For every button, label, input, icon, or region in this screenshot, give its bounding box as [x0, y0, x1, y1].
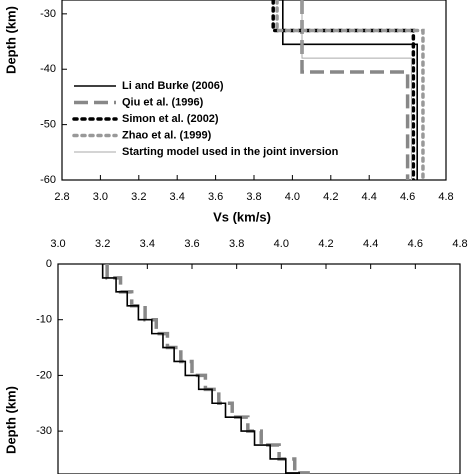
x-tick-label: 4.8 [438, 191, 453, 203]
x-tick-label: 3.6 [184, 238, 199, 250]
y-tick-label: -30 [36, 425, 52, 437]
y-tick-label: 0 [46, 258, 52, 270]
x-tick-label: 3.4 [140, 238, 155, 250]
plot-frame [57, 263, 461, 474]
x-tick-label: 4.6 [408, 238, 423, 250]
profile-line [301, 0, 412, 180]
x-tick-label: 3.8 [229, 238, 244, 250]
x-tick-label: 3.2 [131, 191, 146, 203]
x-tick-label: 3.0 [50, 238, 65, 250]
y-tick-label: -20 [36, 369, 52, 381]
x-tick-label: 4.4 [362, 191, 377, 203]
profile-line [281, 0, 419, 180]
y-tick-label: -10 [36, 314, 52, 326]
profile-line [105, 264, 310, 474]
profile-line [101, 264, 301, 474]
y-tick-label: -40 [40, 63, 56, 75]
x-tick-label: 4.6 [400, 191, 415, 203]
x-tick-label: 3.4 [170, 191, 185, 203]
x-tick-label: 3.2 [95, 238, 110, 250]
legend-label: Li and Burke (2006) [122, 80, 224, 92]
y-tick-label: -50 [40, 119, 56, 131]
plot-area [271, 0, 425, 180]
legend-label: Simon et al. (2002) [122, 113, 219, 125]
x-tick-label: 3.8 [246, 191, 261, 203]
y-axis-label: Depth (km) [3, 6, 18, 74]
legend-label: Qiu et al. (1996) [122, 96, 204, 108]
profile-line [300, 0, 410, 180]
plot-area [101, 264, 310, 474]
x-axis-label: Vs (km/s) [213, 209, 271, 224]
x-tick-label: 2.8 [54, 191, 69, 203]
x-tick-label: 4.0 [274, 238, 289, 250]
x-tick-label: 4.2 [318, 238, 333, 250]
x-tick-label: 4.2 [323, 191, 338, 203]
x-tick-label: 3.6 [208, 191, 223, 203]
x-tick-label: 3.0 [93, 191, 108, 203]
y-axis-label: Depth (km) [3, 386, 18, 454]
y-tick-label: -60 [40, 174, 56, 186]
legend-label: Zhao et al. (1999) [122, 129, 212, 141]
x-tick-label: 4.0 [285, 191, 300, 203]
profile-line [275, 0, 425, 180]
legend-label: Starting model used in the joint inversi… [122, 146, 339, 158]
x-tick-label: 4.4 [363, 238, 378, 250]
x-tick-label: 4.8 [452, 238, 467, 250]
y-tick-label: -30 [40, 8, 56, 20]
